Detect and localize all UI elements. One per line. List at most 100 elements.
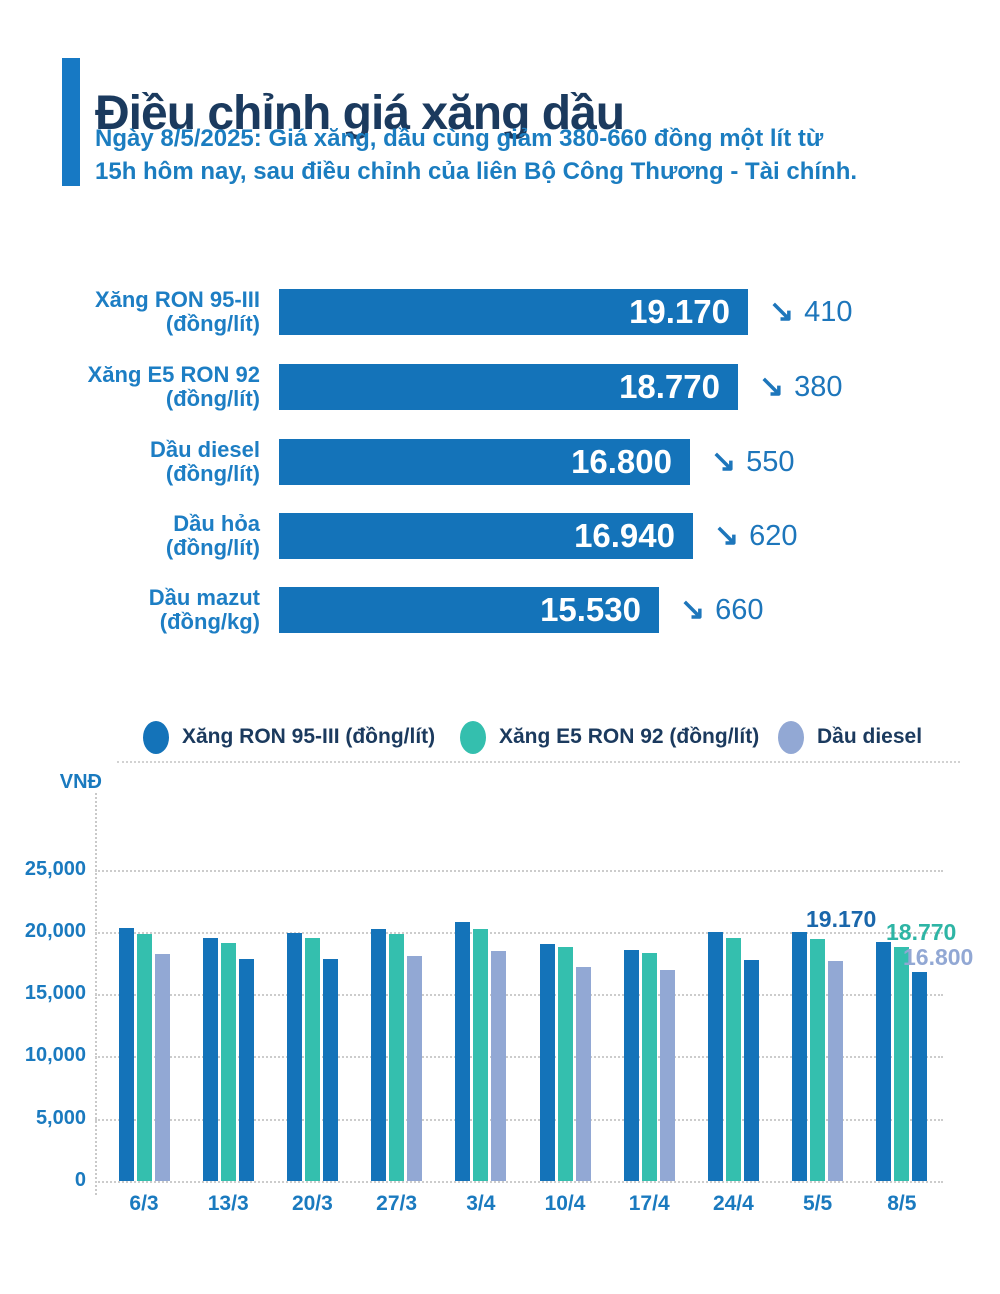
x-tick-label: 8/5	[887, 1192, 917, 1215]
subtitle-line-2: 15h hôm nay, sau điều chỉnh của liên Bộ …	[95, 158, 858, 185]
y-gridline	[95, 1056, 943, 1059]
legend-item: Xăng RON 95-III (đồng/lít)	[143, 720, 435, 754]
decrease-arrow-icon: ↘	[769, 295, 795, 328]
bar-group: 17/4	[623, 793, 675, 1215]
bar-group: 3/4	[455, 793, 507, 1215]
price-row: Xăng RON 95-III (đồng/lít) 19.170 ↘ 410	[0, 288, 1000, 336]
bar	[220, 943, 236, 1181]
grouped-bar-chart: 6/3 13/3 20/3 27/3 3/4 10/4 17/4 24/4 5/5 8/5	[95, 793, 943, 1215]
bar	[304, 938, 320, 1181]
bar	[912, 971, 928, 1181]
price-value: 18.770	[619, 368, 720, 405]
bar	[202, 938, 218, 1181]
value-annotation: 16.800	[903, 944, 974, 970]
bar	[455, 921, 471, 1181]
y-axis-unit-label: VNĐ	[59, 771, 102, 793]
x-tick-label: 3/4	[466, 1192, 496, 1215]
decrease-arrow-icon: ↘	[711, 445, 737, 478]
y-gridline	[95, 931, 943, 934]
price-value: 19.170	[629, 293, 730, 330]
price-row: Dầu diesel (đồng/lít) 16.800 ↘ 550	[0, 437, 1000, 486]
fuel-label: Dầu hỏa (đồng/lít)	[0, 512, 260, 560]
x-tick-label: 13/3	[207, 1192, 249, 1215]
decrease-amount: 550	[746, 446, 795, 478]
bar-group: 27/3	[371, 793, 423, 1215]
fuel-label: Xăng E5 RON 92 (đồng/lít)	[0, 363, 260, 411]
value-annotation: 18.770	[886, 919, 957, 945]
bar	[389, 934, 405, 1181]
fuel-label: Xăng RON 95-III (đồng/lít)	[0, 288, 260, 336]
fuel-name: Dầu mazut	[148, 585, 260, 610]
legend-dot-icon	[143, 720, 169, 754]
legend-dot-icon	[460, 720, 486, 754]
subtitle-line-1: Ngày 8/5/2025: Giá xăng, dầu cùng giảm 3…	[95, 125, 824, 152]
y-gridline	[95, 994, 943, 997]
bar	[810, 938, 826, 1181]
legend-label: Dầu diesel	[817, 725, 923, 748]
price-change: ↘ 380	[759, 364, 843, 410]
price-row: Xăng E5 RON 92 (đồng/lít) 18.770 ↘ 380	[0, 363, 1000, 411]
legend-label: Xăng RON 95-III (đồng/lít)	[182, 725, 436, 748]
fuel-unit: (đồng/lít)	[165, 535, 260, 560]
bar	[539, 944, 555, 1181]
x-tick-label: 20/3	[291, 1192, 333, 1215]
y-gridline	[95, 1118, 943, 1121]
bar	[407, 955, 423, 1181]
bar	[238, 959, 254, 1181]
bar	[743, 959, 759, 1181]
fuel-unit: (đồng/lít)	[165, 461, 260, 486]
y-tick-label: 5,000	[35, 1106, 86, 1129]
price-change: ↘ 620	[714, 513, 798, 559]
bar	[491, 951, 507, 1181]
decrease-arrow-icon: ↘	[680, 593, 706, 626]
bar	[136, 934, 152, 1181]
fuel-name: Xăng E5 RON 92	[87, 362, 260, 387]
decrease-amount: 410	[804, 296, 853, 328]
separator-line	[117, 761, 960, 763]
bar	[322, 959, 338, 1181]
decrease-arrow-icon: ↘	[759, 370, 785, 403]
decrease-amount: 380	[794, 371, 843, 403]
bar	[659, 969, 675, 1181]
price-value: 15.530	[540, 591, 641, 628]
bar	[828, 961, 844, 1181]
bar	[286, 933, 302, 1181]
price-bar: 19.170	[279, 289, 748, 335]
fuel-name: Xăng RON 95-III	[94, 287, 260, 312]
y-tick-label: 20,000	[24, 919, 86, 942]
y-tick-label: 0	[74, 1169, 86, 1191]
bar	[371, 928, 387, 1181]
bar-group: 24/4	[707, 793, 759, 1215]
legend-item: Dầu diesel	[778, 720, 922, 754]
bar	[707, 932, 723, 1181]
bar	[473, 928, 489, 1181]
bar-group: 10/4	[539, 793, 591, 1215]
price-bar: 16.800	[279, 439, 690, 485]
fuel-unit: (đồng/lít)	[165, 386, 260, 411]
bar	[876, 942, 892, 1181]
legend-item: Xăng E5 RON 92 (đồng/lít)	[460, 720, 759, 754]
bar-group: 5/5	[792, 793, 844, 1215]
decrease-arrow-icon: ↘	[714, 519, 740, 552]
price-change: ↘ 410	[769, 289, 853, 335]
x-tick-label: 10/4	[544, 1192, 586, 1215]
bar	[557, 947, 573, 1181]
bar-group: 8/5	[876, 793, 928, 1215]
price-change: ↘ 660	[680, 587, 764, 633]
y-tick-label: 15,000	[24, 982, 86, 1005]
price-row: Dầu mazut (đồng/kg) 15.530 ↘ 660	[0, 585, 1000, 634]
price-value: 16.940	[574, 517, 675, 554]
price-bar: 15.530	[279, 587, 659, 633]
legend-dot-icon	[778, 720, 804, 754]
accent-bar	[62, 58, 80, 186]
x-tick-label: 6/3	[129, 1192, 159, 1215]
y-gridline	[95, 1181, 943, 1183]
y-tick-label: 25,000	[24, 857, 86, 880]
bar	[154, 954, 170, 1181]
x-tick-label: 24/4	[712, 1192, 754, 1215]
fuel-name: Dầu hỏa	[173, 511, 260, 536]
fuel-name: Dầu diesel	[149, 437, 260, 462]
bar	[118, 928, 134, 1181]
x-tick-label: 5/5	[802, 1192, 833, 1215]
decrease-amount: 660	[715, 594, 764, 626]
